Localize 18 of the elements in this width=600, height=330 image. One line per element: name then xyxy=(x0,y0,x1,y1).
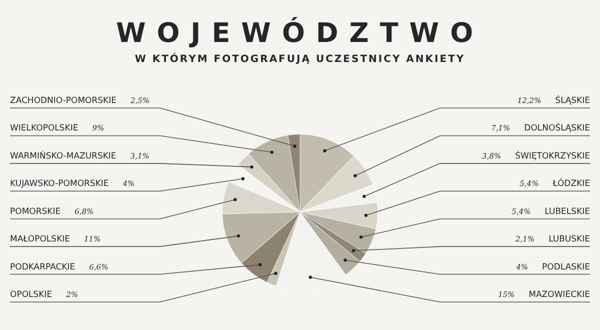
slice-label: POMORSKIE xyxy=(10,206,61,217)
slice-label: OPOLSKIE xyxy=(10,290,52,300)
slice-label: KUJAWSKO-POMORSKIE xyxy=(10,179,109,190)
slice-label: PODLASKIE xyxy=(542,262,590,272)
slice-label: PODKARPACKIE xyxy=(10,262,76,272)
slice-label: WARMIŃSKO-MAZURSKIE xyxy=(10,150,116,162)
slice-label: WIELKOPOLSKIE xyxy=(10,124,78,134)
slice-label: MAZOWIECKIE xyxy=(528,290,590,300)
slice-label: ŁÓDZKIE xyxy=(552,178,590,190)
slice-label: LUBELSKIE xyxy=(544,206,590,217)
chart-title: WOJEWÓDZTWO xyxy=(114,18,486,49)
slice-label: ŚWIĘTOKRZYSKIE xyxy=(515,150,590,162)
chart-subtitle: W KTÓRYM FOTOGRAFUJĄ UCZESTNICY ANKIETY xyxy=(134,54,466,65)
slice-label: ŚLĄSKIE xyxy=(555,95,590,106)
slice-label: ZACHODNIO-POMORSKIE xyxy=(10,96,117,106)
slice-label: DOLNOŚLĄSKIE xyxy=(524,122,590,134)
slice-label: LUBUSKIE xyxy=(548,234,590,245)
slice-label: MAŁOPOLSKIE xyxy=(10,234,70,245)
